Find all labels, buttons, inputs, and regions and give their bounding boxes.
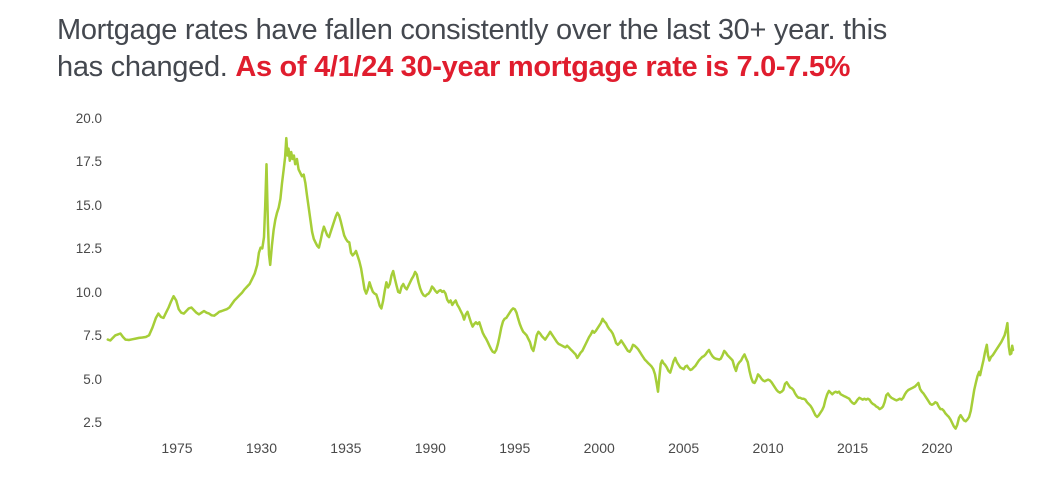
x-tick-label: 1995 xyxy=(499,440,531,456)
x-tick-label: 2020 xyxy=(921,440,953,456)
y-tick-label: 15.0 xyxy=(75,197,102,213)
y-tick-label: 12.5 xyxy=(75,241,102,257)
x-tick-label: 2005 xyxy=(668,440,700,456)
title-highlight-red: As of 4/1/24 30-year mortgage rate is 7.… xyxy=(235,51,851,83)
y-tick-label: 20.0 xyxy=(75,111,102,127)
y-tick-label: 10.0 xyxy=(75,284,102,300)
y-tick-label: 5.0 xyxy=(83,371,102,387)
title-line1: Mortgage rates have fallen consistently … xyxy=(57,14,887,46)
x-tick-label: 2000 xyxy=(583,440,615,456)
y-tick-label: 17.5 xyxy=(75,154,102,170)
slide-title: Mortgage rates have fallen consistently … xyxy=(57,12,1037,86)
mortgage-rate-line xyxy=(106,136,1015,430)
x-tick-label: 2010 xyxy=(752,440,784,456)
x-tick-label: 2015 xyxy=(836,440,869,456)
title-line2-prefix: has changed. xyxy=(57,51,236,83)
x-tick-label: 1930 xyxy=(245,440,278,456)
x-tick-label: 1990 xyxy=(414,440,446,456)
x-tick-label: 1935 xyxy=(330,440,362,456)
y-tick-label: 7.5 xyxy=(83,328,102,344)
x-tick-label: 1975 xyxy=(161,440,193,456)
y-tick-label: 2.5 xyxy=(83,415,102,430)
